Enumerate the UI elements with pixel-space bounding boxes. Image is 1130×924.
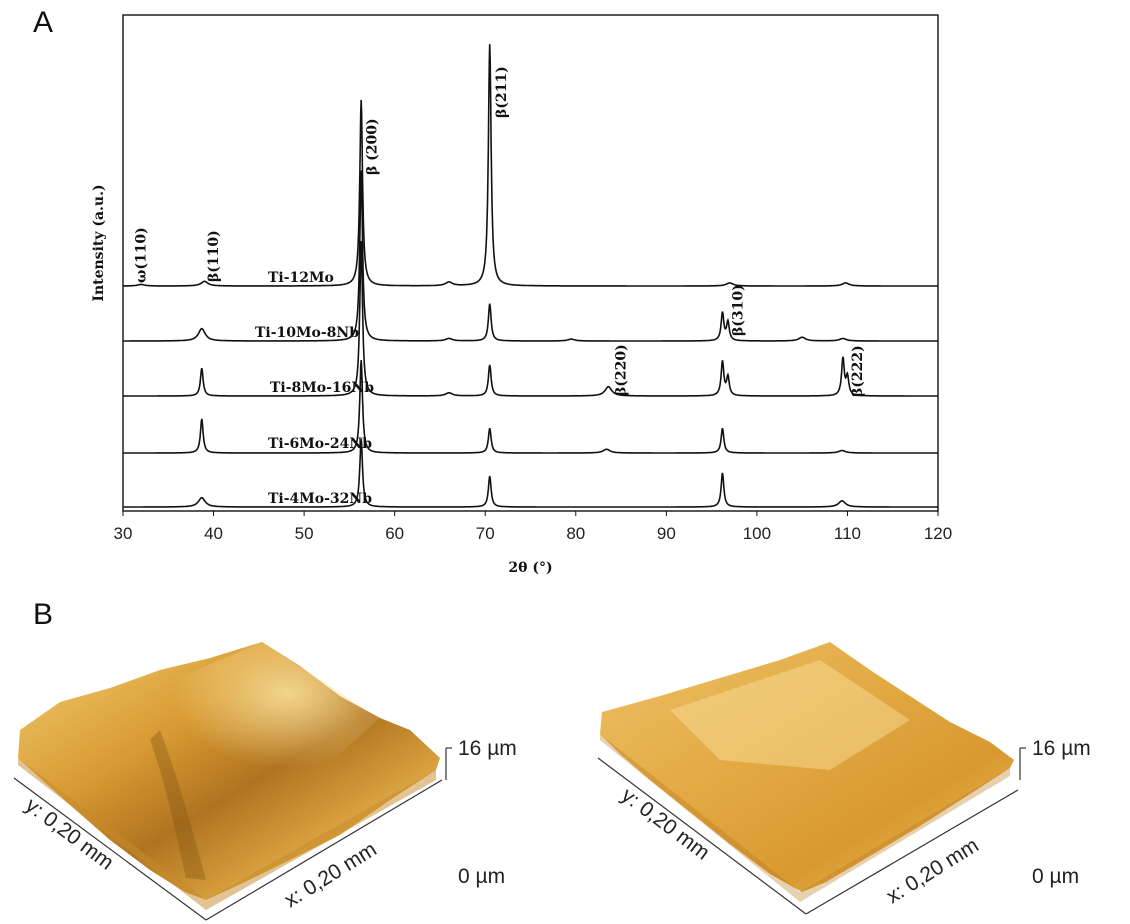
peak-label: β(220)	[614, 344, 630, 396]
x-axis-ticks: 30 40 50 60 70 80 90 100 110 120	[114, 511, 952, 543]
x-tick-label: 30	[114, 524, 133, 543]
panel-a-label: A	[33, 6, 54, 39]
x-tick-label: 110	[834, 524, 861, 543]
sample-label: Ti-8Mo-16Nb	[270, 380, 374, 396]
xrd-series-line	[123, 359, 938, 454]
peak-label: β (200)	[365, 118, 381, 175]
afm-right-z-bottom: 0 µm	[1032, 865, 1079, 888]
sample-label: Ti-12Mo	[268, 270, 334, 286]
sample-label: Ti-4Mo-32Nb	[268, 491, 372, 507]
sample-labels: Ti-12Mo Ti-10Mo-8Nb Ti-8Mo-16Nb Ti-6Mo-24Nb…	[255, 270, 374, 507]
peak-label: β(222)	[850, 345, 866, 397]
xrd-series-line	[123, 240, 938, 397]
x-axis-title: 2θ (°)	[508, 560, 552, 576]
peak-label: β(110)	[206, 230, 222, 282]
xrd-chart: 30 40 50 60 70 80 90 100 110 120 Ti-12Mo Ti-10Mo-8…	[91, 14, 952, 576]
x-tick-label: 120	[924, 524, 952, 543]
afm-surface-right: 16 µm 0 µm y: 0,20 mm x: 0,20 mm	[597, 642, 1091, 915]
afm-right-z-top: 16 µm	[1032, 737, 1091, 760]
peak-labels: ω(110) β(110) β (200) β(211) β(220) β(310) β(2…	[134, 66, 866, 397]
peak-label: β(310)	[730, 284, 746, 336]
afm-left-z-bottom: 0 µm	[458, 865, 505, 888]
sample-label: Ti-10Mo-8Nb	[255, 325, 359, 341]
x-tick-label: 70	[476, 524, 495, 543]
x-tick-label: 60	[385, 524, 404, 543]
afm-left-z-top: 16 µm	[458, 737, 517, 760]
peak-label: β(211)	[494, 66, 510, 118]
y-axis-title: Intensity (a.u.)	[91, 184, 107, 301]
xrd-traces	[123, 44, 938, 508]
afm-surface-left: 16 µm 0 µm y: 0,20 mm x: 0,20 mm	[13, 642, 517, 921]
plot-frame	[122, 14, 939, 512]
sample-label: Ti-6Mo-24Nb	[268, 436, 372, 452]
afm-right-x-axis: x: 0,20 mm	[882, 834, 982, 909]
xrd-series-line	[123, 170, 938, 342]
x-tick-label: 40	[204, 524, 223, 543]
afm-surface-right-top	[600, 642, 1014, 892]
x-tick-label: 100	[743, 524, 771, 543]
panel-b-label: B	[33, 598, 54, 631]
x-tick-label: 50	[295, 524, 314, 543]
x-tick-label: 90	[657, 524, 676, 543]
peak-label: ω(110)	[134, 227, 150, 283]
xrd-series-line	[123, 438, 938, 508]
x-tick-label: 80	[566, 524, 585, 543]
xrd-series-line	[123, 44, 938, 287]
